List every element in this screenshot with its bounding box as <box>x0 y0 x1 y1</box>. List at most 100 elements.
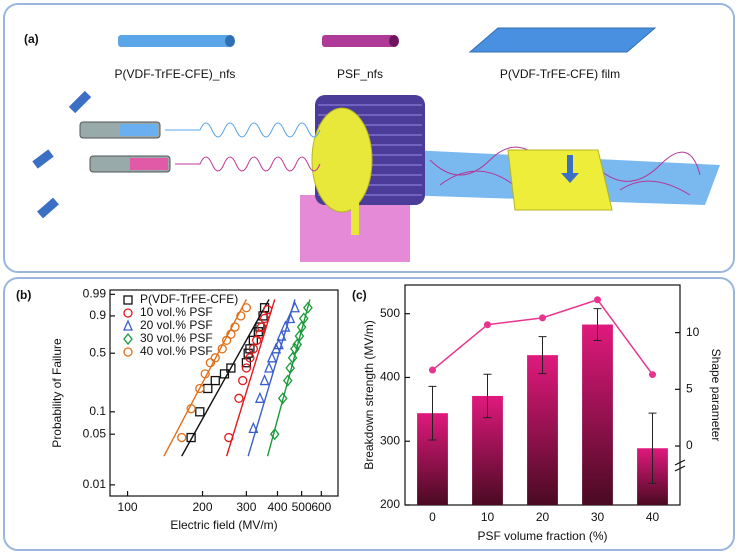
syringe-fluid <box>120 124 158 136</box>
x-tick-label: 400 <box>267 500 287 514</box>
y-tick-label: 0.9 <box>89 308 106 322</box>
marker <box>245 353 255 363</box>
error-bar <box>483 373 492 419</box>
item-label: PSF_nfs <box>337 67 383 81</box>
y2-tick-label: 5 <box>686 382 693 396</box>
marker <box>303 301 313 314</box>
y-tick-label: 0.1 <box>89 404 106 418</box>
nanofiber-icon <box>225 35 235 47</box>
marker <box>248 344 259 354</box>
marker <box>186 432 196 443</box>
marker <box>241 363 252 373</box>
marker <box>280 320 291 332</box>
marker <box>226 363 236 373</box>
marker <box>298 312 309 325</box>
marker <box>276 329 287 341</box>
marker <box>238 375 248 386</box>
legend-label: 30 vol.% PSF <box>140 331 213 345</box>
marker <box>219 369 230 379</box>
legend-marker <box>123 308 133 318</box>
drum-face <box>311 107 373 213</box>
marker <box>269 428 280 441</box>
error-bar <box>593 308 602 341</box>
marker <box>205 358 216 368</box>
jet <box>175 156 321 172</box>
panel-label: (a) <box>24 32 39 46</box>
diagram <box>32 27 720 262</box>
marker <box>294 330 305 343</box>
marker <box>262 305 273 315</box>
marker <box>226 329 236 339</box>
marker <box>210 353 220 363</box>
x-tick-label: 500 <box>292 500 312 514</box>
point <box>539 314 546 322</box>
bar <box>582 324 613 505</box>
marker <box>282 374 293 387</box>
marker <box>236 311 246 321</box>
legend-label: 20 vol.% PSF <box>140 318 213 332</box>
y-axis-label: Probability of Failure <box>50 338 64 448</box>
y-tick-label: 200 <box>380 497 400 511</box>
marker <box>273 337 284 350</box>
marker <box>256 322 267 332</box>
y-tick-label: 0.5 <box>89 345 106 359</box>
marker <box>186 404 196 414</box>
point <box>594 296 601 304</box>
marker <box>177 432 187 443</box>
item-label: P(VDF-TrFE-CFE) film <box>500 67 620 81</box>
arrow <box>561 155 579 183</box>
legend-marker <box>123 295 133 305</box>
x-axis-label: Electric field (MV/m) <box>170 518 277 532</box>
marker <box>222 335 232 345</box>
legend-marker <box>122 319 134 331</box>
error-bar <box>428 385 437 441</box>
marker <box>285 311 296 324</box>
legend-marker <box>123 332 133 346</box>
legend-marker <box>123 347 133 357</box>
marker <box>277 392 288 405</box>
legend-label: P(VDF-TrFE-CFE) <box>140 292 238 306</box>
y2-axis-label: Shape parameter <box>709 349 723 442</box>
panel-label: (b) <box>16 288 31 302</box>
x-tick-label: 0 <box>429 510 436 524</box>
marker <box>195 407 205 417</box>
y-tick-label: 500 <box>380 306 400 320</box>
axis-break <box>674 459 686 472</box>
shaft <box>351 160 359 235</box>
nanofiber-icon <box>322 35 394 47</box>
fibers <box>429 146 701 196</box>
x-tick-label: 300 <box>236 500 256 514</box>
bar <box>527 355 558 505</box>
y-tick-label: 300 <box>380 433 400 447</box>
y-tick-label: 400 <box>380 370 400 384</box>
marker <box>195 383 205 394</box>
legend-label: 10 vol.% PSF <box>140 305 213 319</box>
marker <box>287 351 298 364</box>
jet <box>165 122 321 138</box>
marker <box>241 303 252 313</box>
error-bar <box>538 336 547 375</box>
x-tick-label: 600 <box>311 500 331 514</box>
marker <box>289 301 300 313</box>
plot-frame <box>109 289 339 497</box>
point <box>649 371 656 379</box>
error-bar <box>648 412 657 484</box>
x-tick-label: 20 <box>536 510 550 524</box>
y-tick-label: 0.05 <box>83 426 107 440</box>
item-label: P(VDF-TrFE-CFE)_nfs <box>115 67 236 81</box>
marker <box>259 373 270 386</box>
syringe-fluid <box>130 158 168 170</box>
marker <box>296 321 307 334</box>
marker <box>217 344 227 354</box>
panel-label: (c) <box>352 288 367 302</box>
y-tick-label: 0.99 <box>83 287 107 301</box>
marker <box>210 375 220 386</box>
marker <box>266 351 277 363</box>
film-icon <box>468 27 657 53</box>
x-tick-label: 200 <box>193 500 213 514</box>
legend-label: 40 vol.% PSF <box>140 344 213 358</box>
press <box>507 149 613 211</box>
x-tick-label: 40 <box>646 510 660 524</box>
